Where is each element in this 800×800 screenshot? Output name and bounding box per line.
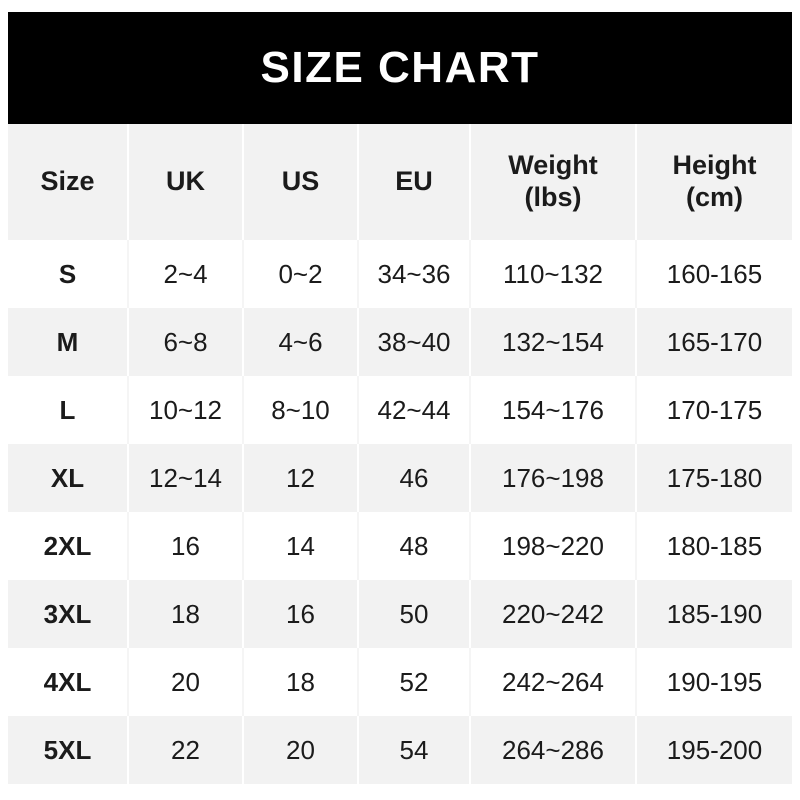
cell-weight: 154~176 bbox=[470, 376, 637, 444]
cell-us: 8~10 bbox=[243, 376, 359, 444]
cell-eu: 34~36 bbox=[358, 240, 471, 308]
column-header-height: Height (cm) bbox=[636, 124, 792, 240]
cell-height: 175-180 bbox=[666, 462, 763, 493]
column-header-unit: (lbs) bbox=[524, 182, 582, 212]
table-row: L 10~12 8~10 42~44 154~176 170-175 bbox=[8, 376, 792, 444]
cell-weight: 176~198 bbox=[470, 444, 637, 512]
cell-height: 170-175 bbox=[666, 394, 763, 425]
cell-uk: 16 bbox=[128, 512, 244, 580]
page-title: SIZE CHART bbox=[260, 43, 540, 92]
column-header-label: EU bbox=[395, 166, 433, 197]
column-header-label: UK bbox=[166, 166, 205, 197]
cell-eu: 52 bbox=[358, 648, 471, 716]
cell-eu: 42~44 bbox=[358, 376, 471, 444]
header-row: Size UK US EU Weight (lbs) Height (cm) bbox=[8, 124, 792, 240]
cell-uk: 18 bbox=[128, 580, 244, 648]
column-header-label: Weight bbox=[508, 150, 598, 181]
cell-height: 160-165 bbox=[666, 258, 763, 289]
column-header-eu: EU bbox=[358, 124, 471, 240]
cell-weight: 110~132 bbox=[470, 240, 637, 308]
cell-eu: 38~40 bbox=[358, 308, 471, 376]
cell-us: 16 bbox=[243, 580, 359, 648]
cell-uk: 10~12 bbox=[128, 376, 244, 444]
cell-eu: 54 bbox=[358, 716, 471, 784]
cell-weight: 264~286 bbox=[470, 716, 637, 784]
cell-eu: 46 bbox=[358, 444, 471, 512]
title-banner: SIZE CHART bbox=[8, 12, 792, 124]
table-body: S 2~4 0~2 34~36 110~132 160-165 M 6~8 4~6 38~40 13… bbox=[8, 240, 792, 784]
size-chart-table: Size UK US EU Weight (lbs) Height (cm) S 2~4 0~2 3… bbox=[8, 124, 792, 784]
cell-size: XL bbox=[8, 444, 129, 512]
cell-height: 190-195 bbox=[666, 666, 763, 697]
cell-us: 12 bbox=[243, 444, 359, 512]
cell-weight: 198~220 bbox=[470, 512, 637, 580]
cell-height: 185-190 bbox=[666, 598, 763, 629]
cell-size: L bbox=[8, 376, 129, 444]
cell-us: 14 bbox=[243, 512, 359, 580]
column-header-size: Size bbox=[8, 124, 129, 240]
table-row: S 2~4 0~2 34~36 110~132 160-165 bbox=[8, 240, 792, 308]
column-header-label: Height bbox=[672, 150, 757, 181]
cell-uk: 6~8 bbox=[128, 308, 244, 376]
cell-eu: 50 bbox=[358, 580, 471, 648]
cell-uk: 20 bbox=[128, 648, 244, 716]
cell-size: 5XL bbox=[8, 716, 129, 784]
cell-us: 20 bbox=[243, 716, 359, 784]
cell-height: 165-170 bbox=[666, 326, 763, 357]
cell-uk: 2~4 bbox=[128, 240, 244, 308]
cell-weight: 242~264 bbox=[470, 648, 637, 716]
cell-size: S bbox=[8, 240, 129, 308]
cell-us: 4~6 bbox=[243, 308, 359, 376]
cell-weight: 132~154 bbox=[470, 308, 637, 376]
cell-height: 195-200 bbox=[666, 734, 763, 765]
column-header-label: Size bbox=[40, 166, 95, 197]
column-header-us: US bbox=[243, 124, 359, 240]
table-row: 3XL 18 16 50 220~242 185-190 bbox=[8, 580, 792, 648]
column-header-unit: (cm) bbox=[685, 182, 743, 212]
cell-size: 3XL bbox=[8, 580, 129, 648]
cell-uk: 12~14 bbox=[128, 444, 244, 512]
table-row: 2XL 16 14 48 198~220 180-185 bbox=[8, 512, 792, 580]
cell-weight: 220~242 bbox=[470, 580, 637, 648]
cell-size: M bbox=[8, 308, 129, 376]
column-header-uk: UK bbox=[128, 124, 244, 240]
table-row: 4XL 20 18 52 242~264 190-195 bbox=[8, 648, 792, 716]
column-header-label: US bbox=[281, 166, 320, 197]
column-header-weight: Weight (lbs) bbox=[470, 124, 637, 240]
cell-eu: 48 bbox=[358, 512, 471, 580]
table-row: M 6~8 4~6 38~40 132~154 165-170 bbox=[8, 308, 792, 376]
table-header: Size UK US EU Weight (lbs) Height (cm) bbox=[8, 124, 792, 240]
table-row: XL 12~14 12 46 176~198 175-180 bbox=[8, 444, 792, 512]
cell-uk: 22 bbox=[128, 716, 244, 784]
cell-height: 180-185 bbox=[666, 530, 763, 561]
table-row: 5XL 22 20 54 264~286 195-200 bbox=[8, 716, 792, 784]
cell-size: 4XL bbox=[8, 648, 129, 716]
cell-size: 2XL bbox=[8, 512, 129, 580]
cell-us: 0~2 bbox=[243, 240, 359, 308]
cell-us: 18 bbox=[243, 648, 359, 716]
